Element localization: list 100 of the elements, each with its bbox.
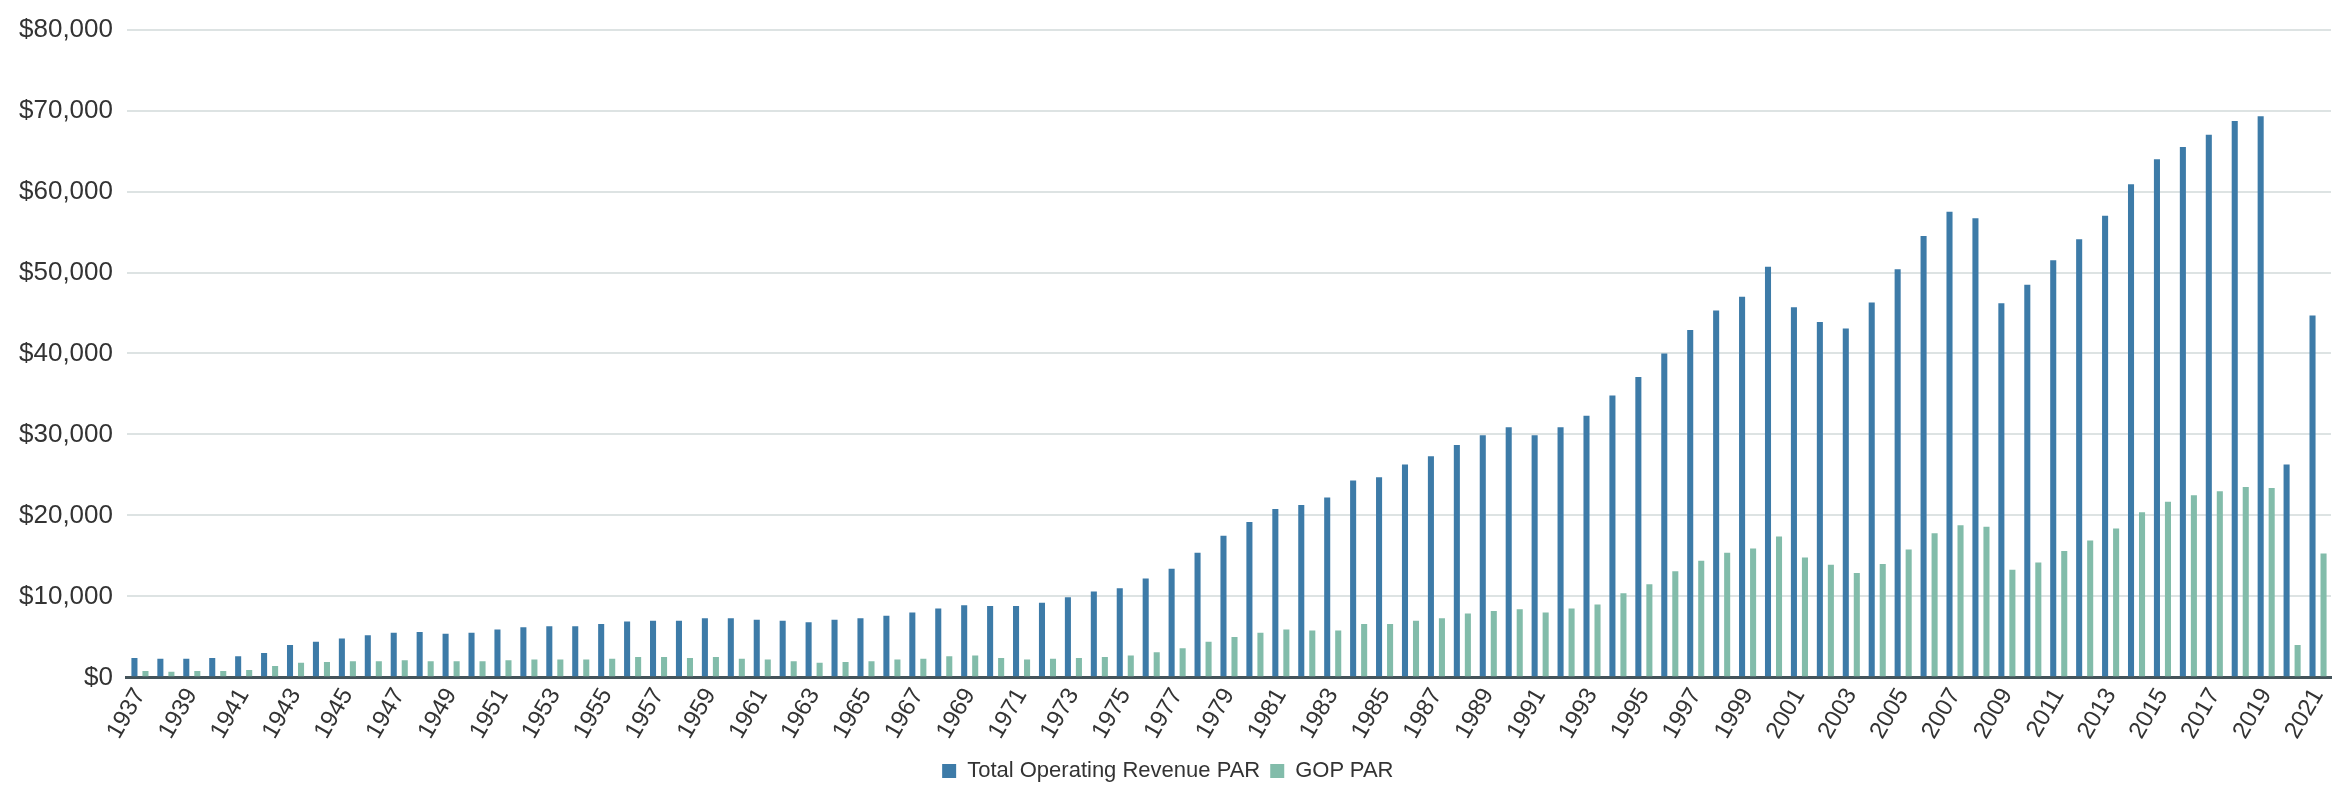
bar [1775,536,1783,677]
bar [338,638,345,677]
bar [686,657,694,677]
bar [842,661,849,677]
bar [2268,487,2275,677]
bar [1490,610,1497,677]
bar [1542,612,1549,677]
bar [235,656,242,677]
bar [1168,568,1175,677]
bar [961,605,968,677]
bar [1568,608,1575,677]
bar [1920,236,1927,677]
bar [1983,526,1990,677]
bar [1464,613,1471,677]
bar [2320,553,2327,677]
bar [998,657,1005,677]
bar [2190,495,2197,677]
bar [1868,302,1875,677]
y-tick-label: $30,000 [19,417,113,448]
bar [1972,218,1979,677]
bar [546,626,553,677]
bar [868,661,875,677]
bar [1946,211,1953,677]
bar [1620,593,1627,677]
bar [2309,315,2316,677]
bar [764,659,771,677]
bar [1672,571,1679,677]
y-tick-label: $60,000 [19,174,113,205]
bar [1827,564,1834,677]
bar [1764,266,1772,677]
bar [972,655,979,677]
bar [2153,159,2160,677]
bar [298,662,305,677]
bar [142,670,149,677]
bar [375,661,382,677]
bar [1038,602,1046,677]
bar [2283,464,2290,677]
bar [1724,552,1731,677]
bar [1361,623,1368,677]
bar [857,618,864,677]
bar [453,661,460,677]
bar [1853,572,1860,677]
bar [1116,588,1123,677]
bar [261,653,268,677]
bar [557,659,564,677]
bar [390,632,397,677]
bar [1998,303,2005,677]
bar [727,618,734,677]
bar [1438,618,1445,677]
bar [2127,184,2135,677]
bar [531,659,538,677]
y-tick-label: $40,000 [19,336,113,367]
bar [1879,564,1886,677]
bar [2024,284,2031,677]
bar [1350,480,1357,677]
bar [1024,659,1031,677]
bar [1283,629,1290,677]
bar [494,629,501,677]
bar [1646,584,1653,677]
bar [1842,328,1849,677]
bar [2050,260,2057,677]
bar [831,619,838,677]
bar [286,644,294,677]
bar [675,620,682,677]
bar [2035,562,2042,677]
bar [1557,427,1564,677]
bar [416,632,423,677]
bar [1453,444,1460,677]
bar [1013,606,1020,677]
bar [220,670,227,677]
bar [2087,540,2094,677]
bar [2294,644,2301,677]
bar [1905,549,1912,677]
bar [2257,116,2264,677]
bar [2139,512,2146,677]
bar [131,657,138,677]
bar [1101,657,1108,677]
bar [1687,330,1694,677]
bar [1220,535,1227,677]
bar [1790,307,1797,677]
bar [598,623,605,677]
bar [1816,321,1823,677]
bar [1179,648,1186,677]
bar [1531,435,1538,677]
bar [1894,269,1901,677]
bar [1931,533,1938,677]
bar [2061,551,2068,677]
bar [2164,501,2171,677]
bar [1272,508,1279,677]
bar [1479,435,1486,677]
bar [1194,552,1201,677]
bar [468,632,475,677]
bar [1142,578,1149,677]
bar [209,657,216,677]
bar [624,621,631,677]
bar [572,626,579,677]
bar [1127,655,1134,677]
bar [312,641,319,677]
legend-label: Total Operating Revenue PAR [967,757,1261,783]
bar [920,658,927,677]
